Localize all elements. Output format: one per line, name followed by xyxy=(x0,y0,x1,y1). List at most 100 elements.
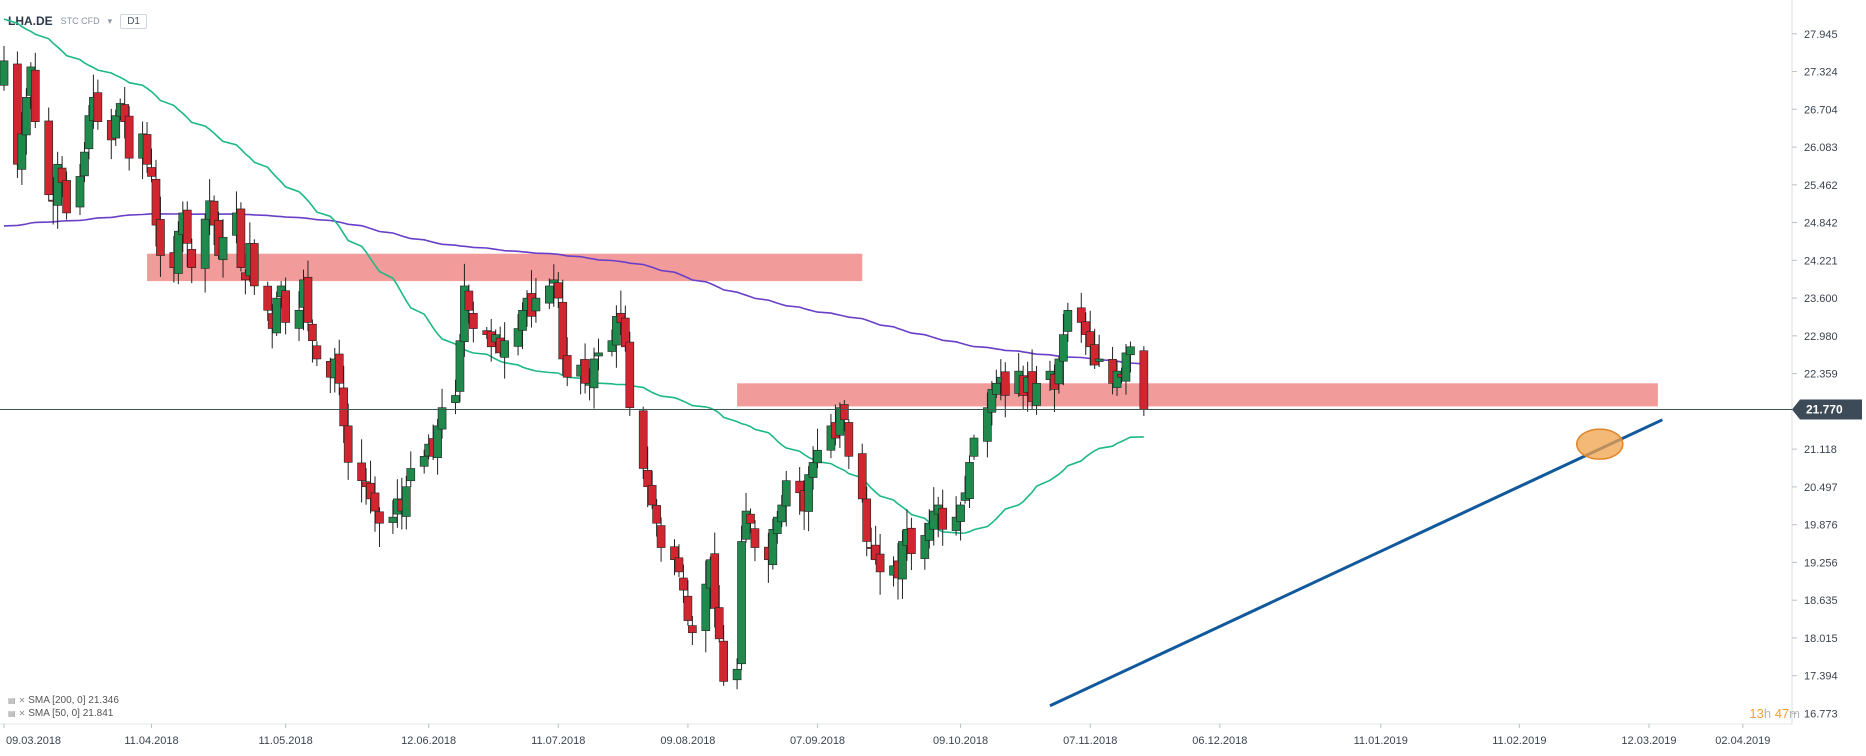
y-tick-label: 27.324 xyxy=(1804,67,1838,79)
y-tick-label: 24.842 xyxy=(1804,218,1838,230)
legend-sma200[interactable]: ▤ ✕ SMA [200, 0] 21.346 xyxy=(8,694,119,707)
x-tick-label: 07.11.2018 xyxy=(1063,735,1117,747)
y-tick-label: 21.118 xyxy=(1804,444,1837,456)
candle-body xyxy=(1126,346,1135,356)
candle-body xyxy=(652,505,661,524)
candle-body xyxy=(647,485,657,506)
close-icon[interactable]: ✕ xyxy=(18,696,26,705)
candle-body xyxy=(674,557,684,573)
candle xyxy=(357,439,366,503)
candle xyxy=(969,434,979,460)
candle-body xyxy=(875,553,885,573)
y-tick-label: 27.945 xyxy=(1804,29,1838,41)
drawing-overlays xyxy=(1049,418,1664,708)
legend-sma200-label: SMA [200, 0] 21.346 xyxy=(28,695,119,706)
candle-body xyxy=(594,352,603,357)
candle-body xyxy=(84,115,94,150)
candle-body xyxy=(62,180,71,214)
y-tick-label: 19.876 xyxy=(1804,520,1838,532)
y-tick-label: 26.704 xyxy=(1804,104,1838,116)
candle-body xyxy=(562,355,572,378)
candle-body xyxy=(701,583,711,631)
candle-body xyxy=(643,470,653,488)
candle-body xyxy=(0,60,9,86)
candle-body xyxy=(804,474,813,512)
candle-body xyxy=(746,513,755,524)
candle-body xyxy=(236,208,246,268)
candle-body xyxy=(455,340,465,392)
candle-body xyxy=(844,422,854,457)
candle xyxy=(804,466,813,532)
settings-icon[interactable]: ▤ xyxy=(8,696,16,705)
candle-body xyxy=(30,69,40,122)
candle-body xyxy=(1032,382,1041,406)
candle-body xyxy=(281,290,290,323)
candle-body xyxy=(965,462,974,499)
candle xyxy=(589,347,599,409)
x-tick-label: 06.12.2018 xyxy=(1192,735,1247,747)
candle-body xyxy=(124,115,134,159)
x-tick-label: 11.07.2018 xyxy=(531,735,585,747)
candle xyxy=(30,52,40,129)
y-axis: 27.945 27.324 26.704 26.083 25.462 24.842 24.2… xyxy=(1792,29,1838,720)
candle xyxy=(652,499,661,537)
x-tick-label: 07.09.2018 xyxy=(790,735,845,747)
timeframe-selector[interactable]: D1 xyxy=(120,13,147,29)
candle-body xyxy=(638,410,648,469)
x-axis: 09.03.2018 11.04.2018 11.05.2018 12.06.2018… xyxy=(3,724,1770,747)
candle-body xyxy=(451,395,460,403)
candle-body xyxy=(719,640,728,682)
candle-body xyxy=(992,382,1001,395)
candle-body xyxy=(200,218,210,269)
candle-body xyxy=(401,486,411,517)
candle-body xyxy=(679,577,688,591)
candle-body xyxy=(433,425,442,458)
settings-icon[interactable]: ▤ xyxy=(8,709,16,718)
countdown-h-unit: h xyxy=(1763,706,1772,721)
chevron-down-icon[interactable]: ▾ xyxy=(107,15,113,26)
candle-body xyxy=(545,285,554,304)
candle-body xyxy=(710,553,720,609)
candle xyxy=(683,579,693,626)
candle xyxy=(714,585,724,643)
sma50-path xyxy=(3,18,1144,535)
candle-body xyxy=(656,525,666,548)
candle-body xyxy=(781,480,791,507)
candle xyxy=(308,319,317,363)
candle xyxy=(174,221,183,285)
candle-body xyxy=(93,92,103,122)
candle xyxy=(44,107,54,202)
trend-line xyxy=(1049,418,1664,708)
legend-sma50[interactable]: ▤ ✕ SMA [50, 0] 21.841 xyxy=(8,707,119,720)
candle xyxy=(22,88,31,155)
candle xyxy=(272,291,281,337)
y-tick-label: 18.635 xyxy=(1804,595,1838,607)
candle xyxy=(938,489,948,546)
candle xyxy=(750,520,760,562)
candle-body xyxy=(343,425,353,463)
candle-body xyxy=(750,528,760,548)
candle xyxy=(625,331,635,416)
y-tick-label: 23.600 xyxy=(1804,293,1838,305)
candle-body xyxy=(983,407,992,442)
y-tick-label: 24.221 xyxy=(1804,255,1838,267)
candle xyxy=(719,624,728,686)
candle-body xyxy=(513,328,523,347)
candle-body xyxy=(898,541,907,580)
y-tick-label: 18.015 xyxy=(1804,633,1838,645)
candle-body xyxy=(1063,309,1073,332)
candle-body xyxy=(312,345,322,360)
candle xyxy=(84,105,94,160)
candle xyxy=(187,238,197,284)
candle-body xyxy=(218,236,228,261)
x-tick-label: 09.08.2018 xyxy=(660,735,715,747)
close-icon[interactable]: ✕ xyxy=(18,709,26,718)
candle xyxy=(303,260,313,332)
candle xyxy=(1076,292,1086,343)
candle xyxy=(263,281,273,321)
y-tick-label: 16.773 xyxy=(1804,708,1838,720)
sma200-line xyxy=(3,213,1144,365)
candle xyxy=(1094,334,1104,368)
x-tick-label: 11.05.2018 xyxy=(258,735,312,747)
